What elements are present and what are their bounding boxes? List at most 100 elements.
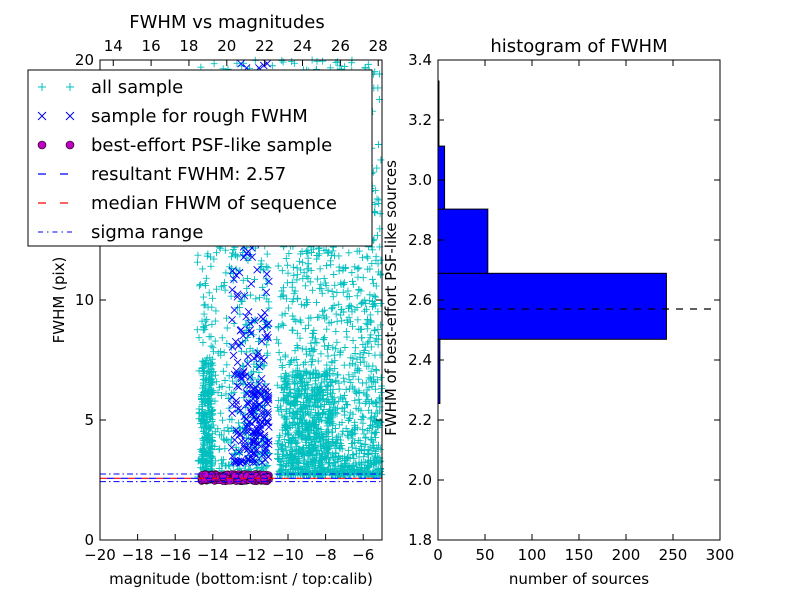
all-sample-point xyxy=(345,371,353,379)
all-sample-point xyxy=(298,383,306,391)
all-sample-point xyxy=(333,317,341,325)
scatter-title: FWHM vs magnitudes xyxy=(129,12,324,33)
all-sample-point xyxy=(354,375,362,383)
all-sample-point xyxy=(328,287,336,295)
all-sample-point xyxy=(320,405,328,413)
rough-fwhm-point xyxy=(240,412,249,421)
all-sample-point xyxy=(328,438,336,446)
rough-fwhm-point xyxy=(250,449,259,457)
all-sample-point xyxy=(286,409,294,417)
all-sample-point xyxy=(282,422,290,430)
all-sample-point xyxy=(303,249,311,257)
all-sample-point xyxy=(318,430,326,438)
all-sample-point xyxy=(332,345,340,353)
all-sample-point xyxy=(200,395,208,403)
y-tick-label: 3.2 xyxy=(408,111,432,129)
all-sample-point xyxy=(325,248,333,256)
all-sample-point xyxy=(365,350,373,358)
all-sample-point xyxy=(220,278,228,286)
all-sample-point xyxy=(354,365,362,373)
all-sample-point xyxy=(325,458,333,466)
reference-lines xyxy=(100,473,382,483)
all-sample-point xyxy=(370,438,378,446)
all-sample-point xyxy=(294,370,302,378)
all-sample-point xyxy=(292,428,300,436)
all-sample-point xyxy=(204,402,212,410)
legend-cross-marker xyxy=(65,111,75,121)
rough-fwhm-point xyxy=(259,61,268,70)
rough-fwhm-point xyxy=(243,399,252,407)
all-sample-point xyxy=(225,372,233,380)
all-sample-point xyxy=(307,352,315,360)
all-sample-point xyxy=(299,471,307,479)
all-sample-point xyxy=(299,446,307,454)
all-sample-point xyxy=(280,435,288,443)
all-sample-point xyxy=(299,375,307,383)
all-sample-point xyxy=(372,365,380,373)
all-sample-point xyxy=(362,458,370,466)
all-sample-point xyxy=(265,298,273,306)
all-sample-point xyxy=(208,406,216,414)
all-sample-point xyxy=(323,422,331,430)
all-sample-point xyxy=(208,355,216,363)
all-sample-point xyxy=(251,275,259,283)
all-sample-point xyxy=(324,413,332,421)
all-sample-point xyxy=(291,373,299,381)
all-sample-point xyxy=(220,427,228,435)
all-sample-point xyxy=(303,436,311,444)
rough-fwhm-point xyxy=(248,253,257,261)
all-sample-point xyxy=(340,374,348,382)
all-sample-point xyxy=(313,299,321,307)
rough-fwhm-point xyxy=(242,312,250,321)
all-sample-point xyxy=(198,402,206,410)
all-sample-point xyxy=(327,400,335,408)
all-sample-point xyxy=(358,334,366,342)
rough-fwhm-point xyxy=(244,352,252,361)
all-sample-point xyxy=(290,386,298,394)
all-sample-point xyxy=(218,334,226,342)
all-sample-point xyxy=(278,267,286,275)
top-x-tick-label: 24 xyxy=(293,37,312,55)
all-sample-point xyxy=(298,467,306,475)
all-sample-point xyxy=(349,336,357,344)
all-sample-point xyxy=(325,428,333,436)
all-sample-point xyxy=(281,442,289,450)
all-sample-point xyxy=(318,410,326,418)
all-sample-point xyxy=(244,275,252,283)
all-sample-point xyxy=(311,441,319,449)
all-sample-point xyxy=(375,331,383,339)
all-sample-point xyxy=(366,297,374,305)
all-sample-point xyxy=(213,285,221,293)
all-sample-point xyxy=(293,276,301,284)
all-sample-point xyxy=(375,140,383,148)
all-sample-point xyxy=(341,404,349,412)
all-sample-point xyxy=(223,361,231,369)
legend-box xyxy=(27,69,373,247)
all-sample-point xyxy=(303,296,311,304)
all-sample-point xyxy=(209,361,217,369)
all-sample-point xyxy=(258,463,266,471)
histogram-panel: 0 50 100 150 200 250 300 1.8 2.0 2.2 2.4 2.6 2.8 3.0 3… xyxy=(382,36,734,588)
all-sample-point xyxy=(221,246,229,254)
all-sample-point xyxy=(290,295,298,303)
all-sample-point xyxy=(337,281,345,289)
all-sample-point xyxy=(290,263,298,271)
rough-fwhm-point xyxy=(232,400,241,409)
all-sample-point xyxy=(303,421,311,429)
all-sample-point xyxy=(294,464,302,472)
all-sample-point xyxy=(314,471,322,479)
all-sample-point xyxy=(276,440,284,448)
all-sample-point xyxy=(344,287,352,295)
all-sample-point xyxy=(281,420,289,428)
all-sample-point xyxy=(372,186,380,194)
all-sample-point xyxy=(328,305,336,313)
all-sample-point xyxy=(371,448,379,456)
rough-fwhm-point xyxy=(237,59,245,68)
all-sample-point xyxy=(327,318,335,326)
all-sample-point xyxy=(349,280,357,288)
all-sample-point xyxy=(360,307,368,315)
legend-item: best-effort PSF-like sample xyxy=(37,135,332,156)
all-sample-point xyxy=(284,261,292,269)
all-sample-point xyxy=(317,402,325,410)
all-sample-point xyxy=(303,462,311,470)
